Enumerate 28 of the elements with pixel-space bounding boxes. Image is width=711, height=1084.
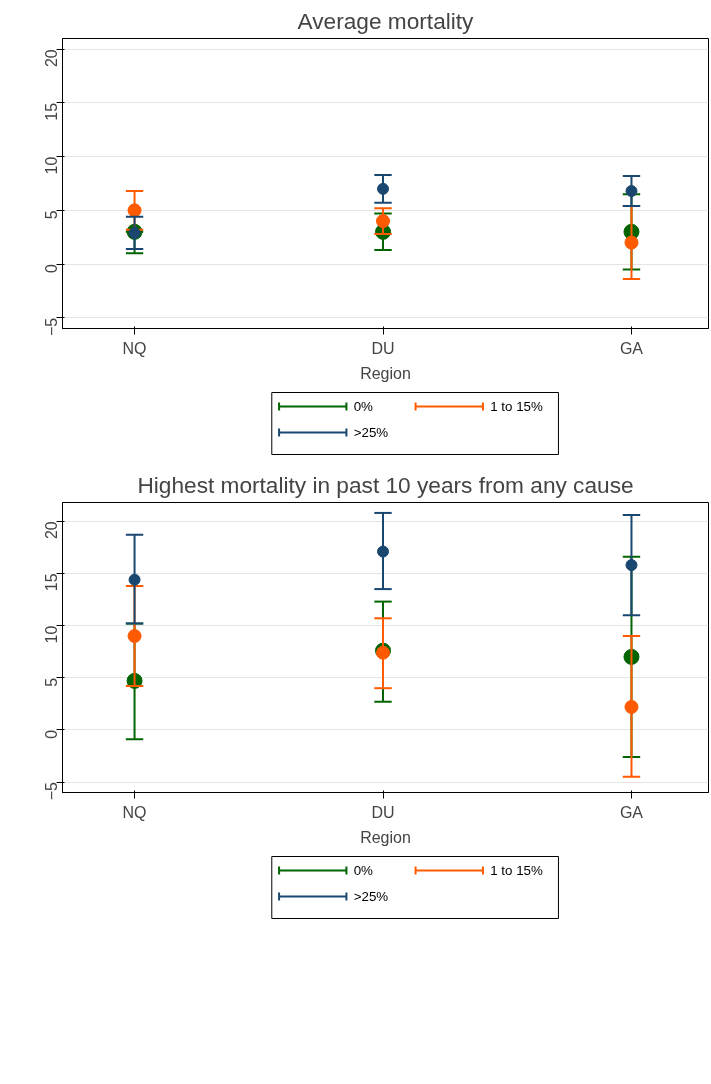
y-tick-label: 0 <box>43 263 61 273</box>
chart-title: Average mortality <box>297 7 475 34</box>
y-tick-label: 15 <box>43 102 61 121</box>
y-tick-label: 10 <box>43 625 61 644</box>
legend-label: >25% <box>353 889 389 904</box>
legend-label: 0% <box>353 863 374 878</box>
y-tick-label: 10 <box>43 156 61 175</box>
y-tick-label: 5 <box>43 210 61 220</box>
y-tick-label: 0 <box>43 729 61 739</box>
x-axis-title: Region <box>360 828 411 846</box>
x-tick-label: NQ <box>122 339 147 357</box>
y-tick-label: −5 <box>43 317 61 336</box>
x-tick-label: DU <box>371 339 395 357</box>
legend-label: 1 to 15% <box>490 399 543 414</box>
legend-label: 1 to 15% <box>490 863 543 878</box>
x-tick-label: GA <box>619 339 644 357</box>
x-axis-title: Region <box>360 364 411 382</box>
y-tick-label: 5 <box>43 677 61 687</box>
x-tick-label: DU <box>371 803 395 821</box>
legend-label: >25% <box>353 425 389 440</box>
y-tick-label: −5 <box>43 781 61 801</box>
y-tick-label: 20 <box>43 521 61 540</box>
y-tick-label: 20 <box>43 49 61 68</box>
legend-label: 0% <box>353 399 374 414</box>
x-tick-label: GA <box>619 803 644 821</box>
x-tick-label: NQ <box>122 803 147 821</box>
y-tick-label: 15 <box>43 573 61 592</box>
chart-title: Highest mortality in past 10 years from any cause <box>137 471 634 498</box>
